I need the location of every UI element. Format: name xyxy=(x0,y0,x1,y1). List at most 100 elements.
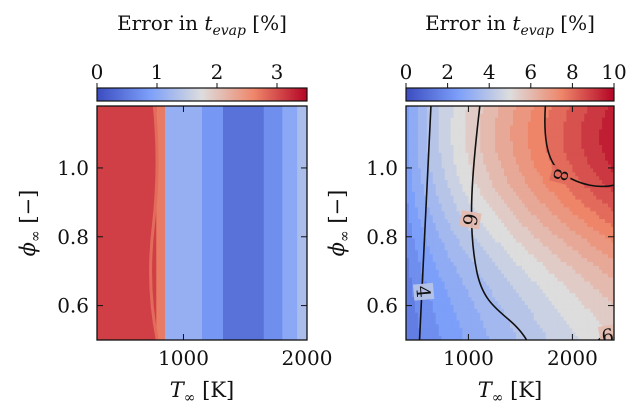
field-cell xyxy=(587,184,591,189)
field-cell xyxy=(545,312,550,318)
contour-label-bg-0 xyxy=(412,282,435,301)
field-cell xyxy=(453,297,458,302)
field-cell xyxy=(465,125,469,130)
field-cell xyxy=(611,273,614,279)
field-cell xyxy=(406,176,410,181)
field-cell xyxy=(572,254,576,259)
field-cell xyxy=(453,141,458,146)
field-cell xyxy=(489,242,493,247)
field-cell xyxy=(444,176,449,181)
field-cell xyxy=(605,262,609,267)
field-cell xyxy=(423,187,428,193)
field-cell xyxy=(468,195,472,201)
field-cell xyxy=(587,187,591,193)
field-cell xyxy=(545,152,550,158)
field-cell xyxy=(432,301,437,306)
field-cell xyxy=(548,297,553,302)
field-cell xyxy=(605,234,609,240)
field-cell xyxy=(518,137,523,142)
field-cell xyxy=(569,160,573,165)
field-cell xyxy=(417,184,422,189)
field-cell xyxy=(533,234,538,240)
field-cell xyxy=(554,160,559,165)
field-cell xyxy=(572,297,576,302)
field-cell xyxy=(512,211,517,216)
field-cell xyxy=(406,160,410,165)
field-cell xyxy=(492,203,496,208)
field-cell xyxy=(504,336,508,340)
field-cell xyxy=(408,246,413,251)
field-cell xyxy=(507,332,511,337)
field-cell xyxy=(521,281,526,286)
field-cell xyxy=(572,207,576,212)
field-cell xyxy=(539,238,544,243)
field-cell xyxy=(492,191,496,197)
field-cell xyxy=(480,262,484,267)
field-cell xyxy=(507,187,511,193)
field-cell xyxy=(563,316,567,321)
field-cell xyxy=(480,145,484,150)
field-cell xyxy=(438,297,443,302)
field-cell xyxy=(426,215,431,220)
field-cell xyxy=(438,195,443,201)
field-cell xyxy=(489,316,493,321)
field-cell xyxy=(462,265,466,271)
field-cell xyxy=(527,312,532,318)
field-cell xyxy=(545,176,550,181)
field-cell xyxy=(527,223,532,228)
field-cell xyxy=(447,172,452,177)
field-cell xyxy=(495,145,499,150)
field-cell xyxy=(608,277,612,282)
field-cell xyxy=(527,129,532,134)
field-cell xyxy=(495,281,499,286)
field-cell xyxy=(554,285,559,290)
field-cell xyxy=(406,336,410,340)
field-cell xyxy=(438,113,443,119)
field-cell xyxy=(477,265,481,271)
field-cell xyxy=(450,254,455,259)
field-cell xyxy=(575,109,579,115)
field-cell xyxy=(495,125,499,130)
field-cell xyxy=(566,230,570,236)
field-cell xyxy=(426,230,431,236)
field-cell xyxy=(521,316,526,321)
field-cell xyxy=(596,176,600,181)
field-cell xyxy=(512,226,517,232)
field-cell xyxy=(450,226,455,232)
field-cell xyxy=(495,133,499,138)
field-cell xyxy=(521,184,526,189)
field-cell xyxy=(486,219,490,224)
field-cell xyxy=(548,219,553,224)
field-cell xyxy=(444,203,449,208)
field-cell xyxy=(432,164,437,169)
field-cell xyxy=(593,242,597,247)
field-cell xyxy=(411,328,416,333)
field-cell xyxy=(530,262,535,267)
field-cell xyxy=(527,184,532,189)
field-cell xyxy=(605,308,609,314)
field-cell xyxy=(548,117,553,123)
field-cell xyxy=(489,129,493,134)
field-cell xyxy=(411,226,416,232)
field-cell xyxy=(406,254,410,259)
field-cell xyxy=(563,199,567,204)
field-cell xyxy=(447,336,452,340)
field-cell xyxy=(483,129,487,134)
field-cell xyxy=(406,207,410,212)
field-cell xyxy=(608,164,612,169)
field-cell xyxy=(495,172,499,177)
field-cell xyxy=(527,219,532,224)
field-cell xyxy=(587,230,591,236)
field-cell xyxy=(551,304,556,310)
colorbar-title-prefix: Error in xyxy=(425,11,512,35)
field-cell xyxy=(411,207,416,212)
field-cell xyxy=(554,195,559,201)
field-cell xyxy=(423,332,428,337)
field-cell xyxy=(435,304,440,310)
field-cell xyxy=(563,312,567,318)
field-cell xyxy=(554,215,559,220)
field-cell xyxy=(465,258,469,263)
field-cell xyxy=(426,109,431,115)
field-cell xyxy=(507,246,511,251)
field-cell xyxy=(465,141,469,146)
